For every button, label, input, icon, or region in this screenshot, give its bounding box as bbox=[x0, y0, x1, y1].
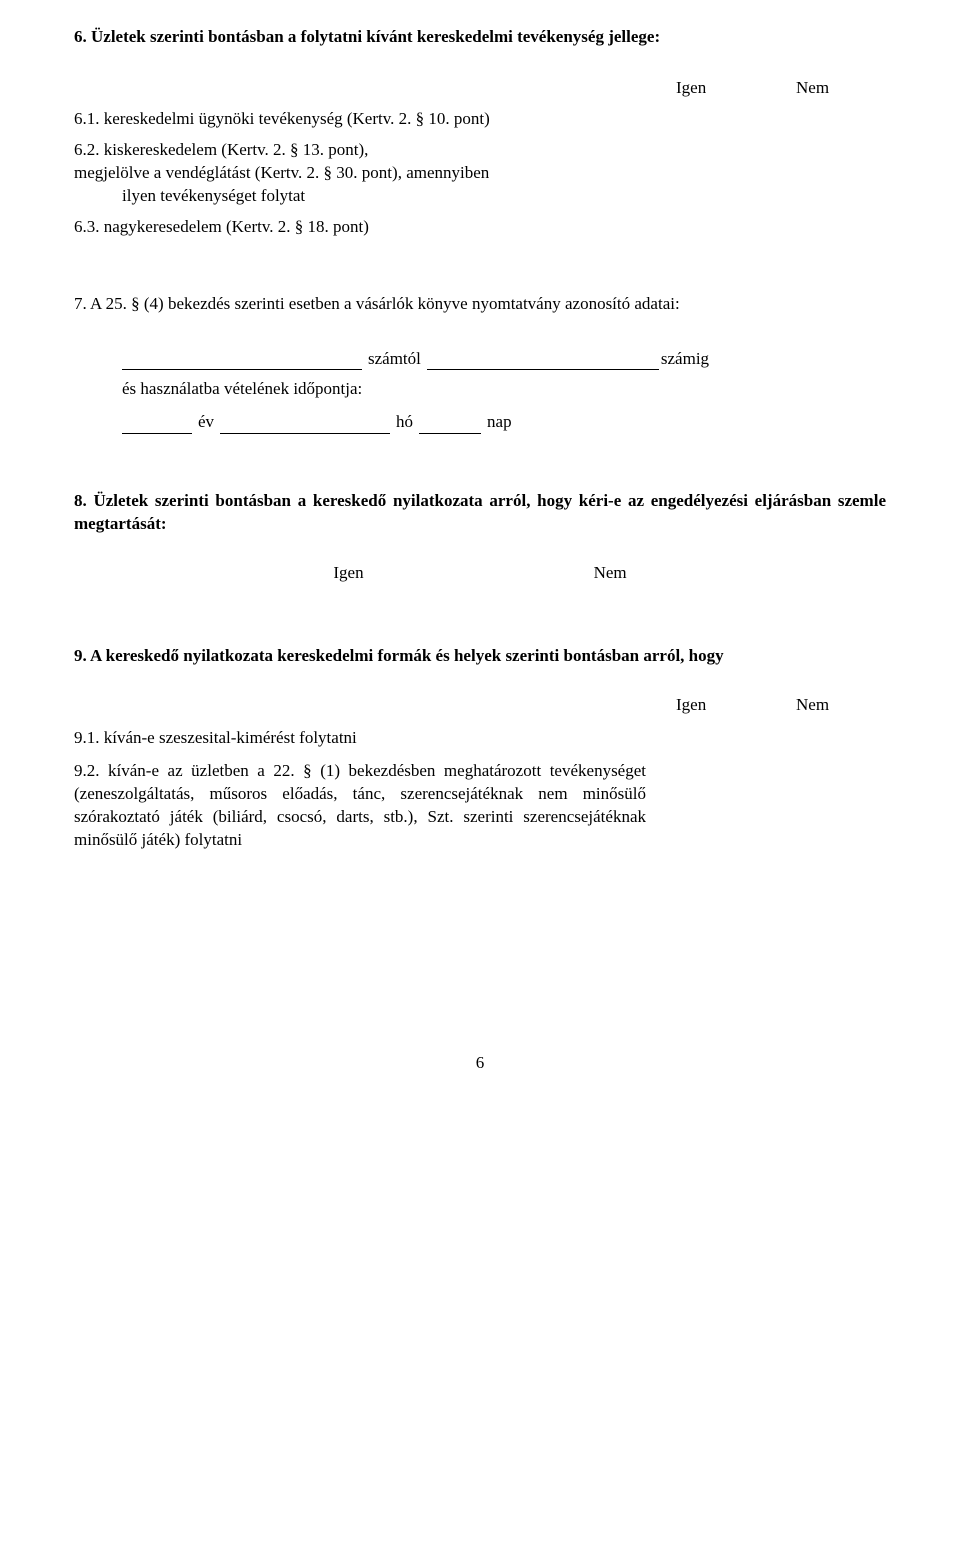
section6-item-6-2b: megjelölve a vendéglátást (Kertv. 2. § 3… bbox=[74, 162, 646, 185]
col-yes-label: Igen bbox=[646, 77, 766, 100]
section6-heading: 6. Üzletek szerinti bontásban a folytatn… bbox=[74, 26, 886, 49]
section8-heading: 8. Üzletek szerinti bontásban a keresked… bbox=[74, 490, 886, 536]
section8-yes: Igen bbox=[333, 562, 363, 585]
field-year[interactable] bbox=[122, 418, 192, 434]
label-day: nap bbox=[481, 411, 512, 434]
section9-item-9-2: 9.2. kíván-e az üzletben a 22. § (1) bek… bbox=[74, 760, 646, 852]
section9-col-yes: Igen bbox=[646, 694, 766, 717]
section6-item-6-3: 6.3. nagykeresedelem (Kertv. 2. § 18. po… bbox=[74, 216, 646, 239]
field-day[interactable] bbox=[419, 418, 481, 434]
label-year: év bbox=[192, 411, 220, 434]
field-month[interactable] bbox=[220, 418, 390, 434]
section9-col-no: Nem bbox=[766, 694, 886, 717]
col-no-label: Nem bbox=[766, 77, 886, 100]
section9-heading: 9. A kereskedő nyilatkozata kereskedelmi… bbox=[74, 645, 886, 668]
label-month: hó bbox=[390, 411, 419, 434]
section8-no: Nem bbox=[594, 562, 627, 585]
label-to: számig bbox=[659, 348, 709, 371]
field-number-to[interactable] bbox=[427, 354, 659, 370]
section6-item-6-1: 6.1. kereskedelmi ügynöki tevékenység (K… bbox=[74, 108, 646, 131]
label-from: számtól bbox=[362, 348, 427, 371]
field-number-from[interactable] bbox=[122, 354, 362, 370]
page-number: 6 bbox=[74, 1052, 886, 1075]
section6-item-6-2a: 6.2. kiskereskedelem (Kertv. 2. § 13. po… bbox=[74, 139, 646, 162]
section9-item-9-1: 9.1. kíván-e szeszesital-kimérést folyta… bbox=[74, 727, 646, 750]
section6-item-6-2-indent: ilyen tevékenységet folytat bbox=[122, 185, 646, 208]
section7-usage-label: és használatba vételének időpontja: bbox=[122, 378, 886, 401]
section7-text: 7. A 25. § (4) bekezdés szerinti esetben… bbox=[74, 293, 886, 316]
